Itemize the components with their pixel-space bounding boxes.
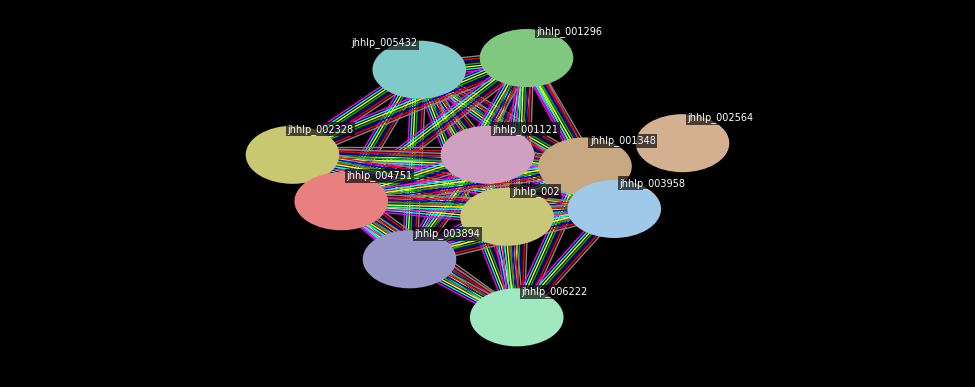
Ellipse shape: [363, 230, 456, 288]
Text: jhhlp_001296: jhhlp_001296: [536, 26, 603, 37]
Ellipse shape: [294, 172, 388, 230]
Text: jhhlp_001348: jhhlp_001348: [590, 135, 656, 146]
Ellipse shape: [567, 180, 661, 238]
Ellipse shape: [636, 114, 729, 172]
Ellipse shape: [246, 126, 339, 184]
Text: jhhlp_006222: jhhlp_006222: [522, 286, 588, 297]
Text: jhhlp_003958: jhhlp_003958: [619, 178, 685, 189]
Ellipse shape: [470, 288, 564, 346]
Text: jhhlp_003894: jhhlp_003894: [414, 228, 481, 239]
Text: jhhlp_002564: jhhlp_002564: [687, 112, 754, 123]
Text: jhhlp_001121: jhhlp_001121: [492, 124, 559, 135]
Ellipse shape: [372, 41, 466, 99]
Ellipse shape: [441, 126, 534, 184]
Text: jhhlp_002: jhhlp_002: [512, 186, 560, 197]
Text: jhhlp_002328: jhhlp_002328: [288, 124, 354, 135]
Ellipse shape: [480, 29, 573, 87]
Ellipse shape: [460, 188, 554, 246]
Ellipse shape: [538, 137, 632, 195]
Text: jhhlp_005432: jhhlp_005432: [351, 38, 417, 48]
Text: jhhlp_004751: jhhlp_004751: [346, 170, 412, 181]
